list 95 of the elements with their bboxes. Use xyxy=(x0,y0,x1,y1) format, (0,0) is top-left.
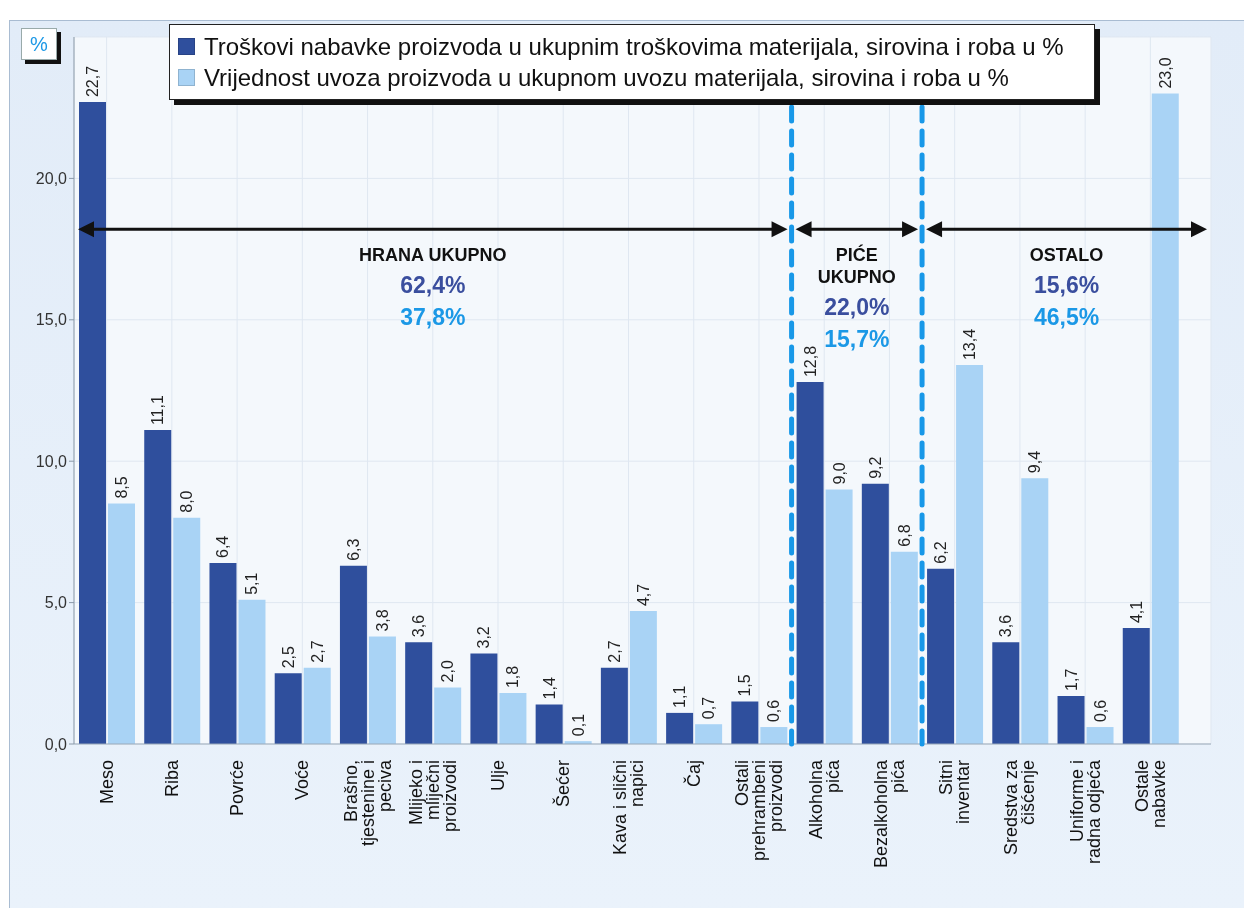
data-label: 4,7 xyxy=(634,583,652,607)
bar xyxy=(600,667,628,744)
bar xyxy=(238,599,266,744)
bar xyxy=(760,727,788,744)
bar xyxy=(274,673,302,744)
annotation: HRANA UKUPNO xyxy=(359,245,507,266)
data-label: 8,5 xyxy=(113,476,130,499)
x-tick-label: Kava i slični napici xyxy=(610,760,647,856)
data-label: 23,0 xyxy=(1156,57,1174,89)
legend-label: Troškovi nabavke proizvoda u ukupnim troškovima materijala, sirovina i roba u % xyxy=(204,32,1064,62)
annotation: 15,6% xyxy=(1033,272,1100,299)
bar xyxy=(303,667,331,744)
bar xyxy=(1086,727,1114,744)
bar xyxy=(1021,478,1049,744)
bar xyxy=(629,611,657,744)
bar xyxy=(470,653,498,744)
annotation: 62,4% xyxy=(400,272,466,299)
data-label: 9,0 xyxy=(830,462,848,485)
bar xyxy=(499,693,527,744)
data-label: 4,1 xyxy=(1127,600,1145,624)
y-tick-label: 15,0 xyxy=(35,311,68,329)
data-label: 6,3 xyxy=(344,538,362,561)
x-tick-label: Ostali prehrambeni proizvodi xyxy=(731,760,786,862)
data-label: 3,6 xyxy=(410,614,428,638)
bar xyxy=(405,642,433,744)
x-tick-label: Ulje xyxy=(488,760,509,792)
bar xyxy=(861,483,889,744)
bar xyxy=(695,724,723,744)
data-label: 1,5 xyxy=(736,674,754,697)
data-label: 1,4 xyxy=(540,677,558,700)
bar xyxy=(731,701,759,744)
annotation: 15,7% xyxy=(824,326,890,353)
data-label: 3,8 xyxy=(373,609,391,632)
bar xyxy=(209,563,237,744)
x-tick-label: Povrće xyxy=(227,760,248,817)
bar xyxy=(890,551,918,744)
data-label: 2,7 xyxy=(308,640,326,663)
annotation: PIĆE UKUPNO xyxy=(817,244,896,288)
bar xyxy=(927,568,955,744)
data-label: 1,1 xyxy=(671,685,689,708)
annotation: 37,8% xyxy=(400,304,466,331)
data-label: 6,4 xyxy=(214,535,232,559)
y-tick-label: 10,0 xyxy=(35,452,68,470)
y-tick-label: 0,0 xyxy=(44,735,68,753)
annotation: 46,5% xyxy=(1033,304,1100,331)
data-label: 3,2 xyxy=(475,626,493,649)
x-tick-label: Šećer xyxy=(552,760,574,808)
bar xyxy=(173,517,201,744)
legend-label: Vrijednost uvoza proizvoda u ukupnom uvozu materijala, sirovina i roba u % xyxy=(204,63,1009,93)
x-tick-label: Riba xyxy=(161,759,182,798)
bar xyxy=(108,503,135,744)
data-label: 0,1 xyxy=(569,713,587,737)
x-tick-label: Bezalkoholna pića xyxy=(870,759,908,869)
data-label: 22,7 xyxy=(84,65,101,98)
bar xyxy=(1151,93,1179,744)
x-tick-label: Čaj xyxy=(682,760,704,788)
data-label: 0,7 xyxy=(700,696,718,720)
data-label: 2,5 xyxy=(279,645,297,669)
x-tick-label: Brašno, tjestenine i peciva xyxy=(340,759,395,847)
x-tick-label: Voće xyxy=(292,760,313,801)
data-label: 5,1 xyxy=(243,572,261,595)
x-tick-label: Meso xyxy=(96,760,117,805)
data-label: 9,4 xyxy=(1026,450,1044,474)
bar xyxy=(825,489,853,744)
bar xyxy=(956,365,984,744)
data-label: 8,0 xyxy=(178,490,196,513)
bar xyxy=(368,636,396,744)
data-label: 1,7 xyxy=(1062,668,1080,691)
data-label: 1,8 xyxy=(504,665,522,689)
y-tick-label: 20,0 xyxy=(35,170,68,188)
data-label: 12,8 xyxy=(801,345,819,378)
data-label: 0,6 xyxy=(765,699,783,723)
data-label: 2,7 xyxy=(605,640,623,663)
bar xyxy=(1057,695,1085,744)
x-tick-label: Alkoholna pića xyxy=(805,759,843,840)
data-label: 13,4 xyxy=(961,328,979,361)
annotation: OSTALO xyxy=(1029,245,1104,266)
data-label: 9,2 xyxy=(866,456,884,479)
data-label: 0,6 xyxy=(1091,699,1109,723)
y-tick-label: 5,0 xyxy=(44,594,68,612)
bar xyxy=(339,565,367,744)
bar xyxy=(144,430,172,744)
bar xyxy=(535,704,563,744)
bar xyxy=(992,642,1020,744)
data-label: 6,2 xyxy=(932,541,950,564)
bar xyxy=(434,687,462,744)
bar xyxy=(666,712,694,744)
data-label: 6,8 xyxy=(895,524,913,547)
data-label: 3,6 xyxy=(997,614,1015,638)
data-label: 2,0 xyxy=(439,660,457,683)
bar xyxy=(79,102,106,744)
y-axis-title: % xyxy=(21,28,57,60)
annotation: 22,0% xyxy=(824,294,890,321)
data-label: 11,1 xyxy=(149,395,167,426)
bar xyxy=(1122,628,1150,744)
